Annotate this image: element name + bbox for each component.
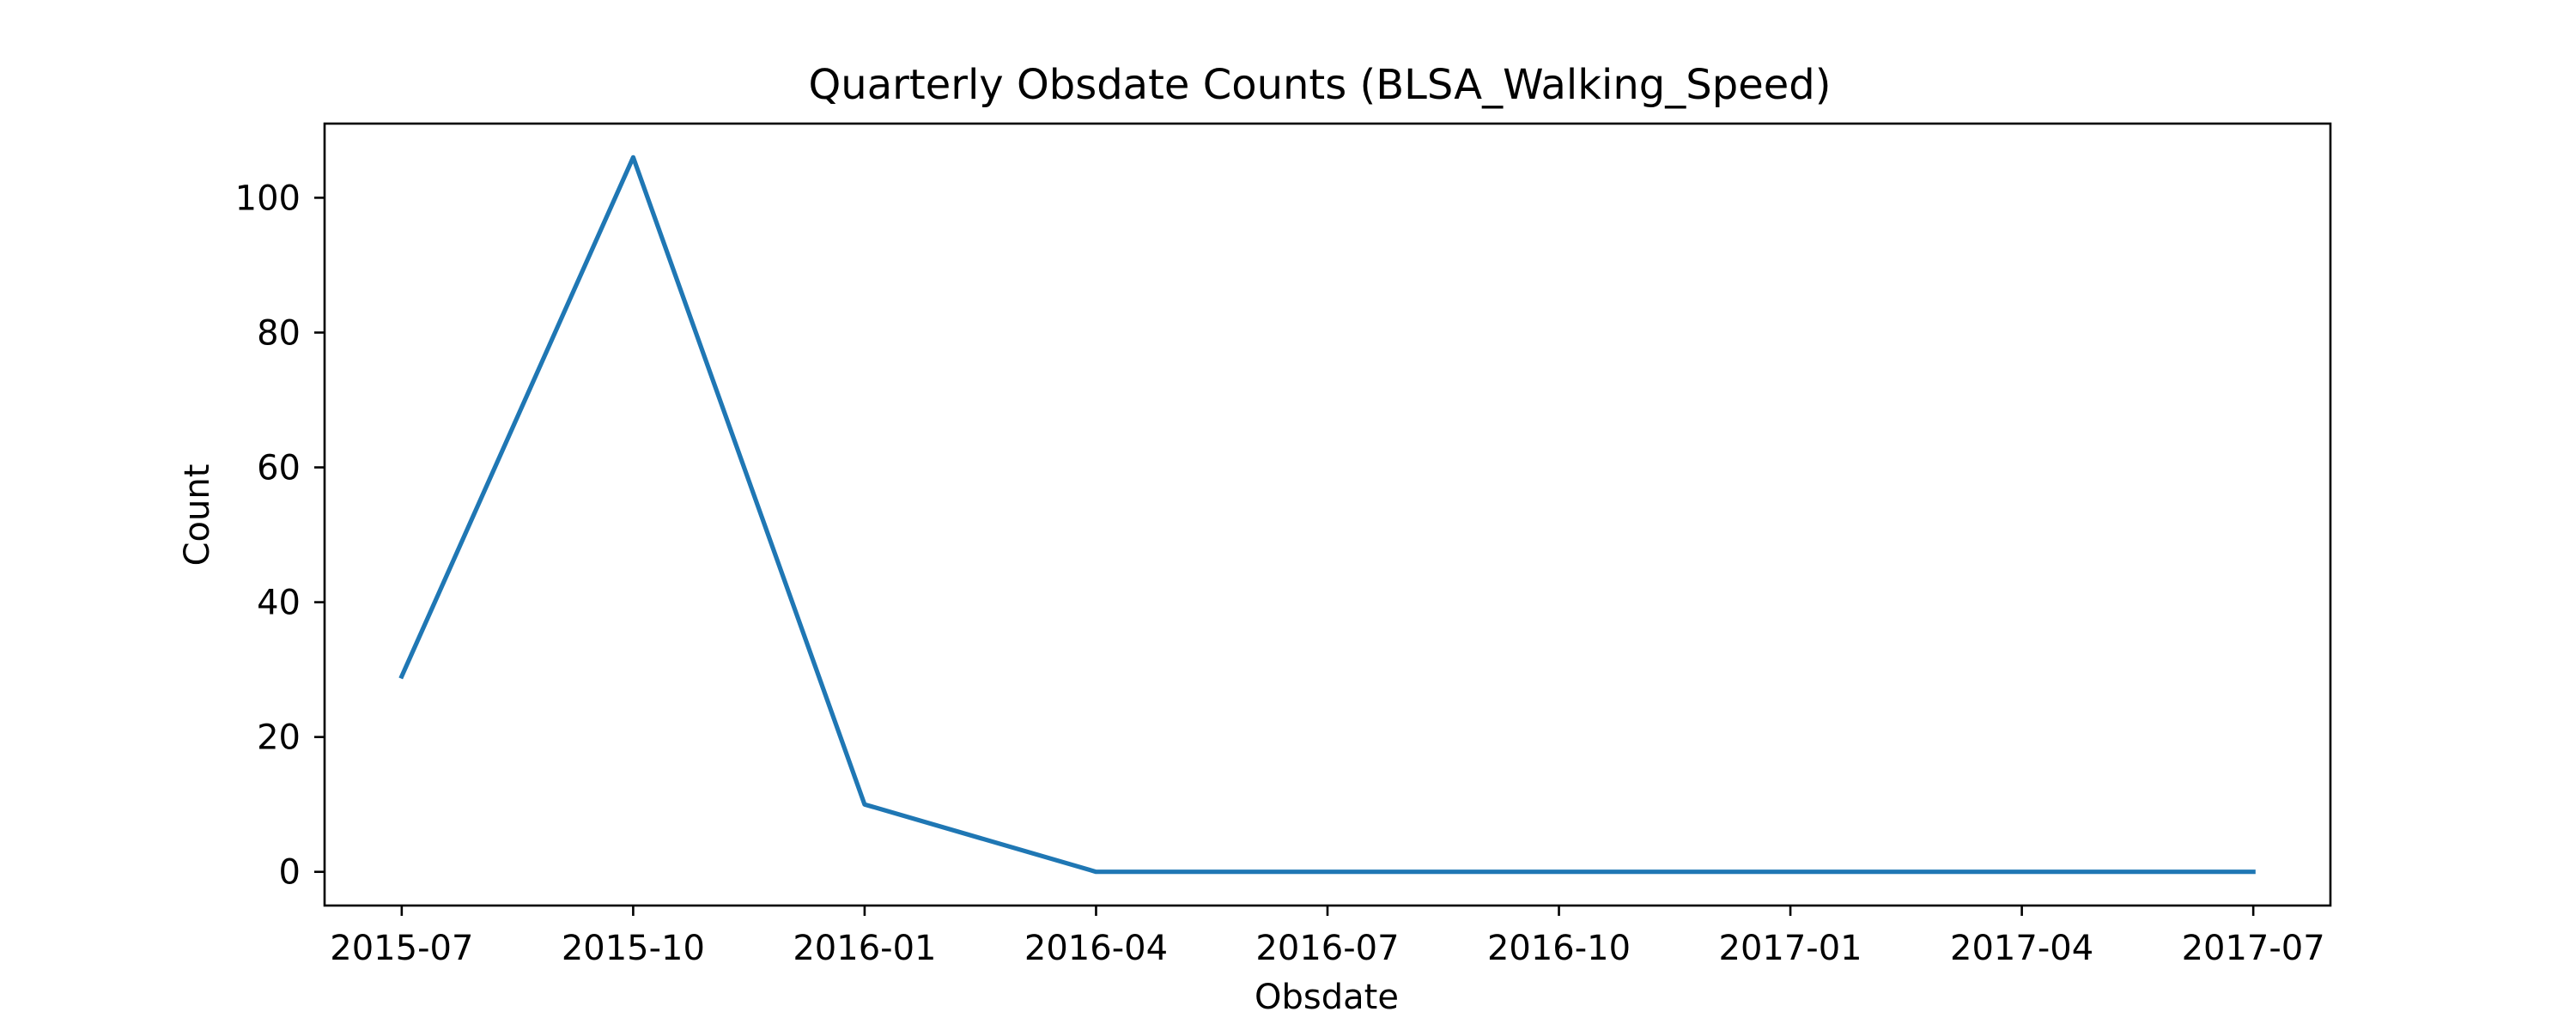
- x-tick-label: 2017-07: [2182, 929, 2325, 968]
- y-tick-label: 100: [235, 179, 301, 218]
- x-axis-label: Obsdate: [1255, 978, 1399, 1017]
- x-axis: 2015-07 2015-10 2016-01 2016-04 2016-07 2016-…: [330, 906, 2325, 968]
- x-tick-label: 2016-04: [1024, 929, 1168, 968]
- plot-area: [323, 122, 2332, 907]
- x-tick-label: 2016-07: [1255, 929, 1399, 968]
- y-tick-label: 80: [257, 313, 301, 353]
- x-tick-label: 2015-10: [562, 929, 705, 968]
- series-layer: [398, 154, 2256, 875]
- chart-title: Quarterly Obsdate Counts (BLSA_Walking_S…: [809, 61, 1832, 109]
- series-line: [398, 154, 2256, 875]
- x-tick-label: 2016-10: [1487, 929, 1631, 968]
- x-tick-label: 2017-04: [1950, 929, 2093, 968]
- y-tick-label: 0: [279, 853, 301, 893]
- x-tick-label: 2017-01: [1719, 929, 1862, 968]
- y-axis: 0 20 40 60 80 100: [235, 179, 325, 893]
- x-tick-label: 2016-01: [793, 929, 936, 968]
- y-tick-label: 60: [257, 449, 301, 488]
- y-tick-label: 40: [257, 584, 301, 623]
- x-tick-label: 2015-07: [330, 929, 473, 968]
- y-axis-label: Count: [178, 464, 217, 566]
- y-tick-label: 20: [257, 718, 301, 758]
